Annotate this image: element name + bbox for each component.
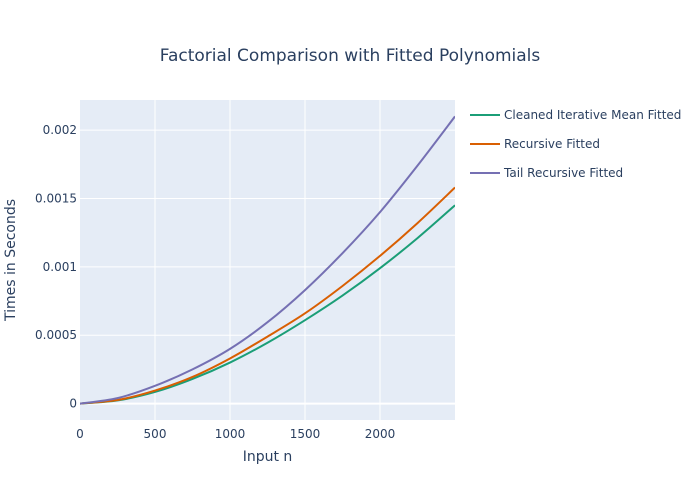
axis-ticks: 0 500 1000 1500 2000 0 0.0005 0.001 0.0015 0.002 [35, 123, 395, 441]
legend-item: Tail Recursive Fitted [470, 166, 623, 180]
legend-label: Cleaned Iterative Mean Fitted [504, 108, 681, 122]
series-line-1 [80, 204, 455, 405]
grid-lines [80, 100, 455, 420]
x-tick-label: 2000 [365, 427, 396, 441]
y-axis-label: Times in Seconds [3, 199, 19, 322]
chart-title: Factorial Comparison with Fitted Polynom… [160, 46, 541, 66]
series-line-2 [80, 186, 455, 405]
x-tick-label: 0 [76, 427, 84, 441]
legend-label: Tail Recursive Fitted [503, 166, 623, 180]
y-tick-label: 0.002 [43, 123, 77, 137]
y-tick-label: 0.0015 [35, 191, 77, 205]
y-tick-label: 0 [69, 397, 77, 411]
x-axis-label: Input n [243, 449, 293, 465]
series-line-3 [80, 115, 455, 405]
y-tick-label: 0.0005 [35, 328, 77, 342]
legend: Cleaned Iterative Mean Fitted Recursive F… [470, 108, 681, 180]
x-tick-label: 500 [144, 427, 167, 441]
x-tick-label: 1500 [290, 427, 321, 441]
plot-area [80, 100, 455, 420]
legend-item: Cleaned Iterative Mean Fitted [470, 108, 681, 122]
legend-label: Recursive Fitted [504, 137, 600, 151]
series-lines [80, 115, 455, 405]
x-tick-label: 1000 [215, 427, 246, 441]
y-tick-label: 0.001 [43, 260, 77, 274]
legend-item: Recursive Fitted [470, 137, 600, 151]
